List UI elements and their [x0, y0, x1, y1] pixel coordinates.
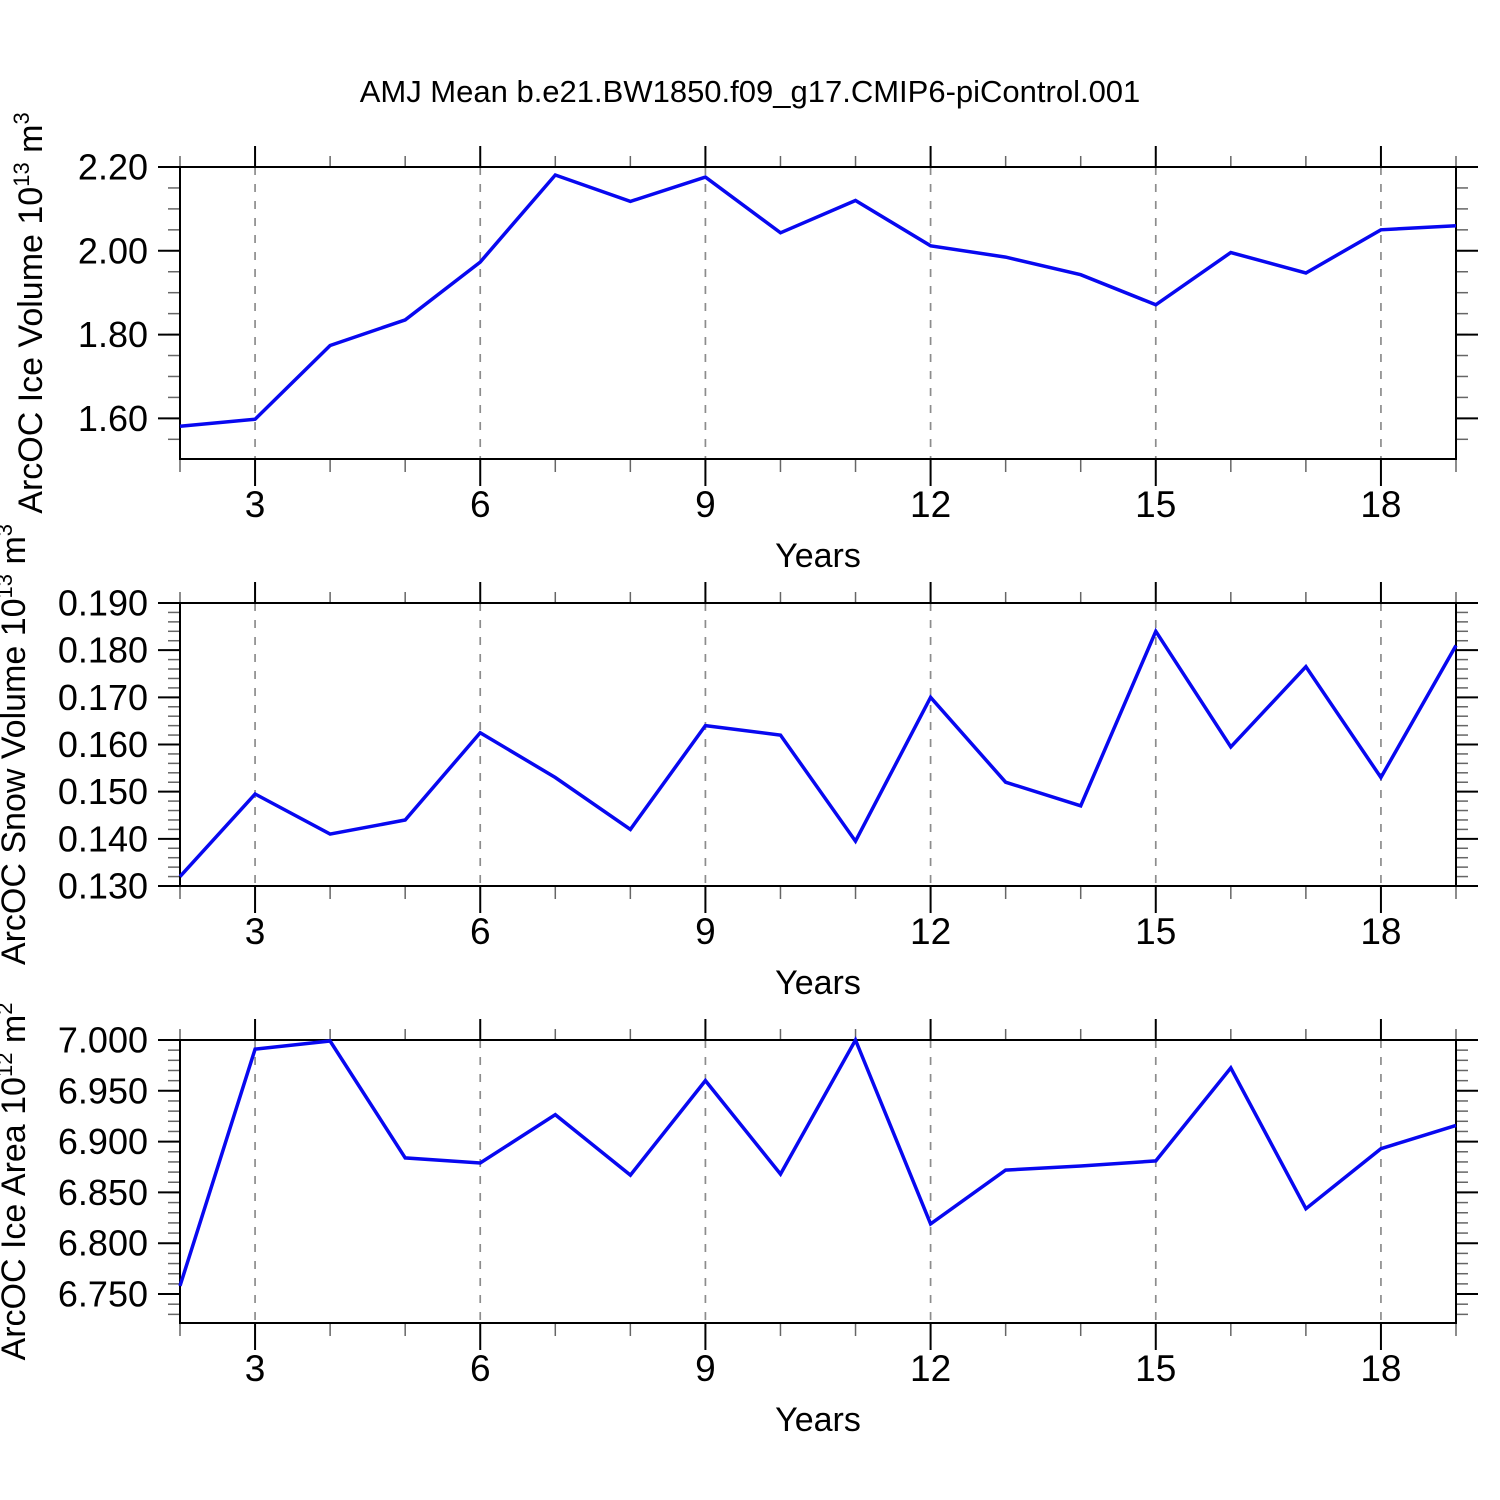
x-tick-label: 12: [910, 484, 951, 525]
y-tick-label: 6.850: [58, 1172, 148, 1213]
y-tick-label: 1.80: [78, 314, 148, 355]
plot-box: [179, 602, 1457, 887]
x-tick-label: 15: [1135, 484, 1176, 525]
minor-ticks: [168, 156, 1468, 472]
gridlines: [254, 167, 1382, 459]
series-line: [179, 172, 1457, 429]
x-tick-label: 3: [245, 911, 266, 952]
y-axis-title: ArcOC Snow Volume 1013 m3: [0, 524, 33, 965]
major-ticks: [158, 146, 1478, 486]
series-line: [178, 1035, 1457, 1287]
plot-box: [179, 166, 1457, 460]
x-tick-labels: 3 6 9 12 15 18: [245, 484, 1402, 525]
x-tick-label: 18: [1360, 1348, 1401, 1389]
y-tick-label: 2.20: [78, 147, 148, 188]
y-tick-labels: 1.60 1.80 2.00 2.20: [78, 147, 148, 439]
major-ticks: [158, 582, 1478, 913]
x-tick-labels: 3 6 9 12 15 18: [245, 911, 1402, 952]
y-tick-label: 2.00: [78, 230, 148, 271]
y-tick-label: 1.60: [78, 398, 148, 439]
x-tick-label: 6: [470, 484, 491, 525]
y-tick-label: 0.180: [58, 630, 148, 671]
y-axis-title: ArcOC Ice Volume 1013 m3: [9, 112, 50, 513]
y-tick-label: 6.950: [58, 1070, 148, 1111]
y-tick-label: 0.150: [58, 771, 148, 812]
x-tick-label: 3: [245, 484, 266, 525]
x-tick-label: 15: [1135, 1348, 1176, 1389]
gridlines: [254, 1040, 1382, 1323]
x-axis-title: Years: [775, 537, 861, 575]
y-tick-labels: 6.750 6.800 6.850 6.900 6.950 7.000: [58, 1020, 148, 1315]
y-tick-label: 6.750: [58, 1274, 148, 1315]
ice-volume-panel: 1.60 1.80 2.00 2.20 3 6 9 12 15 18 Years ArcOC Ice …: [9, 112, 1478, 575]
x-tick-label: 18: [1360, 911, 1401, 952]
x-tick-label: 9: [695, 1348, 716, 1389]
plot-box: [179, 1039, 1457, 1324]
chart-title: AMJ Mean b.e21.BW1850.f09_g17.CMIP6-piCo…: [359, 74, 1141, 109]
x-axis-title: Years: [775, 1401, 861, 1439]
y-tick-label: 0.170: [58, 677, 148, 718]
x-tick-label: 6: [470, 911, 491, 952]
ice-area-panel: 6.750 6.800 6.850 6.900 6.950 7.000 3 6 9 12 15 18 Y…: [0, 1003, 1478, 1439]
major-ticks: [158, 1019, 1478, 1350]
x-tick-label: 12: [910, 911, 951, 952]
x-tick-label: 9: [695, 911, 716, 952]
y-tick-label: 6.800: [58, 1223, 148, 1264]
x-tick-labels: 3 6 9 12 15 18: [245, 1348, 1402, 1389]
y-tick-label: 0.140: [58, 818, 148, 859]
x-tick-label: 3: [245, 1348, 266, 1389]
minor-ticks: [168, 592, 1468, 899]
x-tick-label: 6: [470, 1348, 491, 1389]
gridlines: [254, 603, 1382, 886]
x-axis-title: Years: [775, 964, 861, 1002]
x-tick-label: 18: [1360, 484, 1401, 525]
x-tick-label: 15: [1135, 911, 1176, 952]
x-tick-label: 9: [695, 484, 716, 525]
snow-volume-panel: 0.130 0.140 0.150 0.160 0.170 0.180 0.190 3 6 9 12…: [0, 524, 1478, 1002]
y-axis-title: ArcOC Ice Area 1012 m2: [0, 1003, 33, 1361]
y-tick-label: 0.130: [58, 866, 148, 907]
x-tick-label: 12: [910, 1348, 951, 1389]
y-tick-labels: 0.130 0.140 0.150 0.160 0.170 0.180 0.190: [58, 583, 148, 907]
minor-ticks: [168, 1029, 1468, 1336]
series-line: [178, 627, 1458, 878]
y-tick-label: 0.190: [58, 583, 148, 624]
y-tick-label: 6.900: [58, 1121, 148, 1162]
y-tick-label: 0.160: [58, 724, 148, 765]
y-tick-label: 7.000: [58, 1020, 148, 1061]
